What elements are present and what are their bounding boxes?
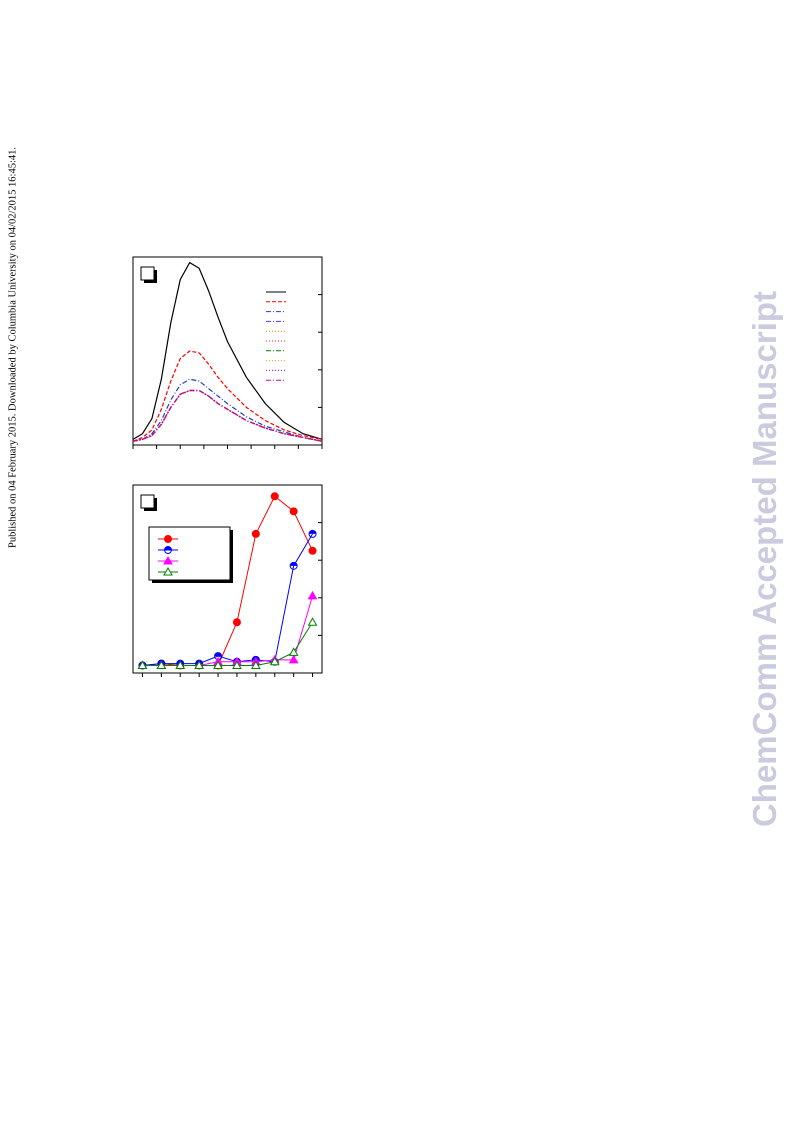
marker bbox=[194, 660, 205, 669]
marker bbox=[232, 660, 242, 669]
marker bbox=[307, 590, 318, 600]
legend-marker bbox=[164, 535, 172, 543]
series-line bbox=[132, 389, 323, 442]
panel-label-box bbox=[140, 266, 155, 281]
series-line bbox=[142, 533, 313, 666]
legend-marker bbox=[163, 566, 173, 576]
marker bbox=[175, 660, 186, 669]
series-line bbox=[142, 621, 313, 666]
series-line bbox=[142, 595, 314, 666]
legend-marker bbox=[163, 555, 173, 565]
marker bbox=[288, 654, 299, 664]
series-line bbox=[142, 495, 314, 666]
marker bbox=[251, 529, 260, 538]
series-line bbox=[132, 378, 323, 442]
marker bbox=[308, 546, 317, 555]
series-line bbox=[132, 389, 323, 442]
marker bbox=[156, 660, 167, 669]
marker bbox=[232, 618, 241, 627]
marker bbox=[250, 660, 261, 669]
marker bbox=[137, 660, 148, 669]
series-line bbox=[132, 389, 323, 442]
plot-frame bbox=[132, 256, 323, 446]
legend-box bbox=[148, 526, 231, 581]
marker bbox=[270, 492, 279, 501]
plot-frame bbox=[132, 484, 323, 674]
panel-label-box bbox=[140, 494, 155, 509]
marker bbox=[213, 660, 223, 669]
marker bbox=[269, 656, 280, 666]
series-line bbox=[132, 389, 323, 442]
series-line bbox=[132, 389, 323, 442]
marker bbox=[288, 647, 299, 656]
series-line bbox=[132, 389, 323, 442]
marker-outline bbox=[289, 561, 298, 570]
marker-outline bbox=[164, 546, 172, 554]
series-line bbox=[132, 389, 323, 442]
marker bbox=[307, 617, 318, 626]
marker-outline bbox=[308, 529, 317, 538]
series-line bbox=[132, 350, 323, 442]
marker bbox=[289, 507, 298, 516]
series-line bbox=[132, 261, 323, 440]
